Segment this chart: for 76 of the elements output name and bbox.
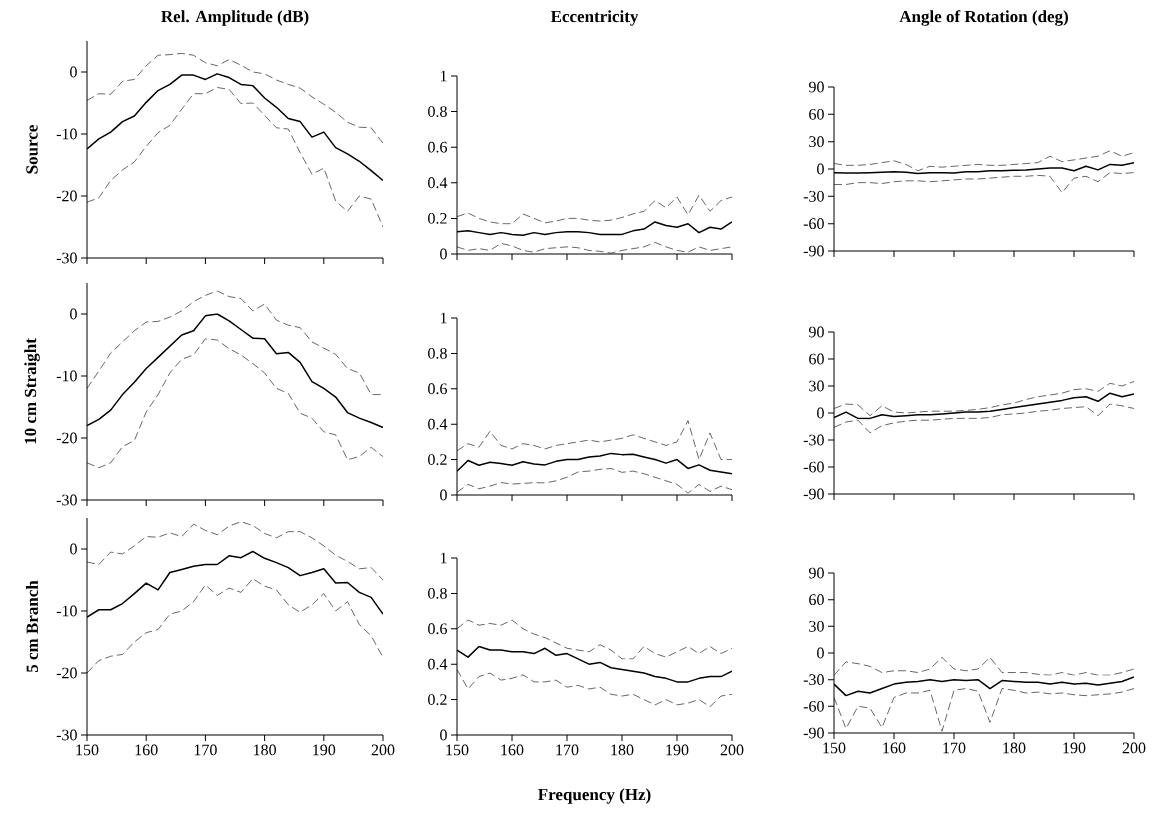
y-axis-title: 5 cm Branch: [26, 580, 38, 673]
y-tick-label: 30: [809, 380, 824, 392]
chart-title: Rel. Amplitude (dB): [161, 10, 309, 26]
x-tick-label: 150: [446, 744, 469, 756]
y-tick-label: 30: [809, 136, 824, 148]
y-tick-label: 0: [70, 66, 77, 78]
y-tick-label: 1: [440, 312, 447, 324]
y-tick-label: 1: [440, 70, 447, 82]
x-tick-label: 180: [1003, 742, 1026, 754]
y-tick-label: 0: [70, 308, 77, 320]
x-tick-label: 160: [135, 744, 158, 756]
y-tick-label: 0: [440, 248, 447, 260]
y-tick-label: 0.2: [428, 454, 447, 466]
y-tick-label: 0: [817, 163, 824, 175]
y-tick-label: 0.2: [428, 694, 447, 706]
chart-title: Eccentricity: [550, 10, 639, 26]
y-tick-label: 0: [817, 647, 824, 659]
x-tick-label: 190: [313, 744, 336, 756]
y-tick-label: 60: [809, 594, 824, 606]
x-tick-label: 200: [720, 744, 744, 756]
y-tick-label: -60: [803, 218, 824, 230]
y-tick-label: 60: [809, 353, 824, 365]
x-tick-label: 170: [943, 742, 966, 754]
x-tick-label: 170: [194, 744, 217, 756]
y-tick-label: 60: [809, 108, 824, 120]
x-tick-label: 200: [371, 744, 395, 756]
y-tick-label: -10: [56, 605, 77, 617]
y-tick-label: -30: [56, 494, 77, 506]
y-tick-label: 0: [440, 729, 447, 741]
y-tick-label: -30: [803, 434, 824, 446]
x-tick-label: 200: [1122, 742, 1146, 754]
chart-title: Angle of Rotation (deg): [899, 10, 1068, 26]
y-axis-title: 10 cm Straight: [24, 338, 40, 444]
y-tick-label: 90: [808, 567, 824, 579]
y-tick-label: 0.6: [428, 383, 447, 395]
y-tick-label: -20: [56, 432, 77, 444]
y-tick-label: -90: [803, 245, 824, 257]
y-tick-label: -30: [56, 729, 77, 741]
y-tick-label: 0.6: [428, 141, 447, 153]
y-tick-label: 0.4: [428, 177, 448, 189]
y-tick-label: 0: [440, 489, 447, 501]
y-tick-label: -10: [56, 128, 77, 140]
y-tick-label: -90: [803, 488, 824, 500]
y-tick-label: -30: [803, 674, 824, 686]
y-tick-label: 0.8: [428, 587, 447, 599]
y-tick-label: 1: [440, 552, 447, 564]
y-tick-label: 0.4: [428, 418, 448, 430]
x-tick-label: 190: [1063, 742, 1086, 754]
y-tick-label: -60: [803, 461, 824, 473]
y-tick-label: -30: [803, 190, 824, 202]
y-tick-label: 0.6: [428, 623, 447, 635]
x-tick-label: 160: [501, 744, 524, 756]
y-tick-label: -20: [56, 190, 77, 202]
y-tick-label: -90: [803, 727, 824, 739]
y-tick-label: 0.8: [428, 347, 447, 359]
x-tick-label: 150: [823, 742, 846, 754]
x-tick-label: 180: [611, 744, 634, 756]
y-tick-label: 0: [70, 543, 77, 555]
y-axis-title: Source: [26, 125, 38, 174]
x-tick-label: 190: [666, 744, 689, 756]
x-axis-title: Frequency (Hz): [538, 788, 651, 804]
y-tick-label: 0: [817, 407, 824, 419]
y-tick-label: 0.4: [428, 658, 448, 670]
y-tick-label: 0.8: [428, 106, 447, 118]
y-tick-label: 30: [809, 620, 824, 632]
y-tick-label: 0.2: [428, 212, 447, 224]
x-tick-label: 180: [254, 744, 276, 756]
y-tick-label: -20: [56, 667, 77, 679]
y-tick-label: 90: [808, 326, 824, 338]
x-tick-label: 160: [883, 742, 906, 754]
x-tick-label: 150: [76, 744, 99, 756]
y-tick-label: -30: [56, 252, 77, 264]
x-tick-label: 170: [556, 744, 579, 756]
y-tick-label: 90: [808, 81, 824, 93]
y-tick-label: -60: [803, 700, 824, 712]
y-tick-label: -10: [56, 370, 77, 382]
